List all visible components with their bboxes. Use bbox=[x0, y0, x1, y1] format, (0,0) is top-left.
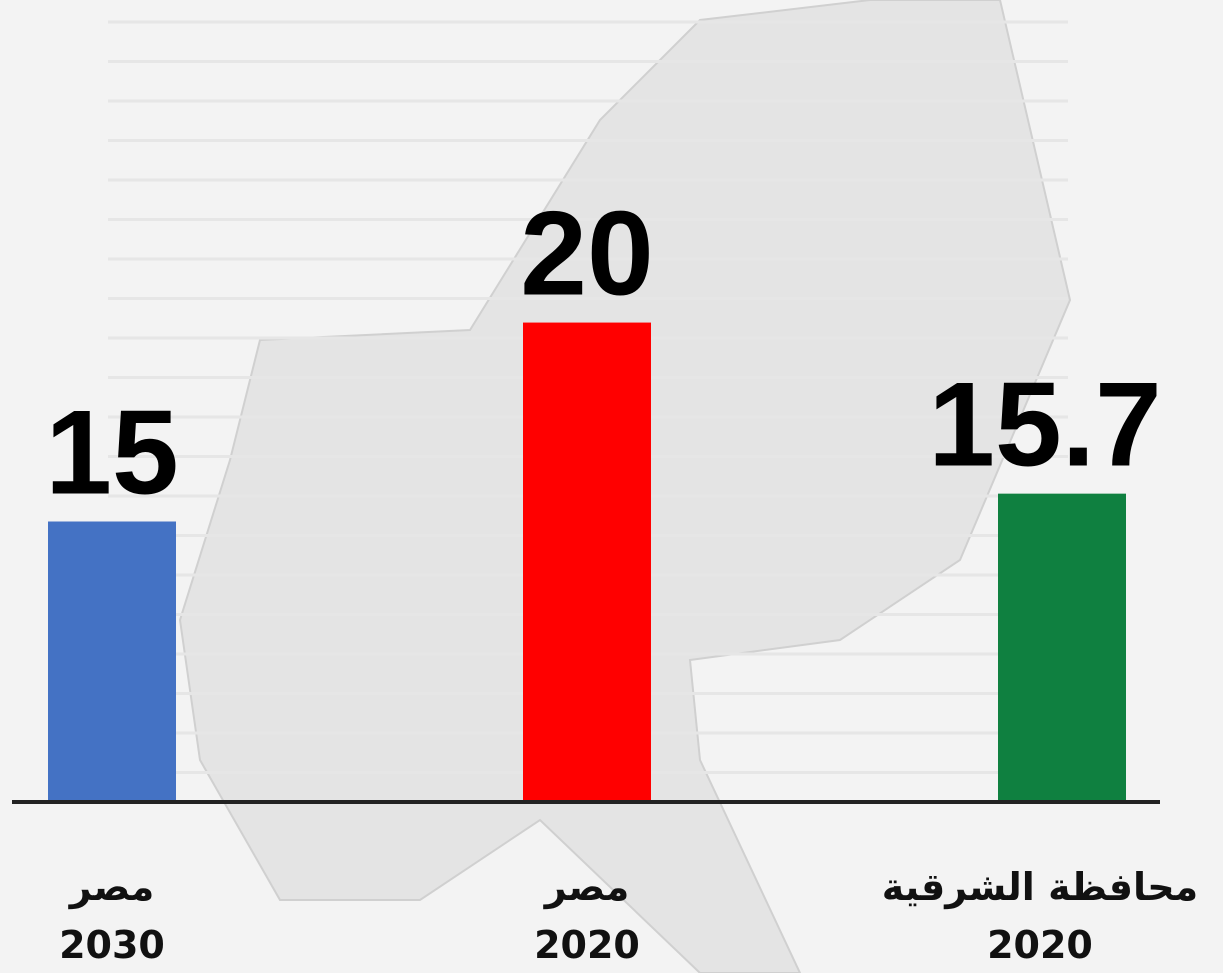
value-label: 20 bbox=[520, 187, 653, 321]
x-tick-label: 2030 bbox=[59, 923, 165, 967]
x-tick-label: مصر bbox=[68, 865, 155, 909]
x-tick-label: 2020 bbox=[987, 923, 1093, 967]
value-label: 15.7 bbox=[928, 358, 1162, 492]
bar bbox=[523, 322, 651, 800]
x-tick-label: محافظة الشرقية bbox=[882, 865, 1198, 909]
bar bbox=[998, 493, 1126, 800]
bar bbox=[48, 521, 176, 800]
x-tick-label: مصر bbox=[543, 865, 630, 909]
x-tick-label: 2020 bbox=[534, 923, 640, 967]
value-label: 15 bbox=[45, 386, 178, 520]
